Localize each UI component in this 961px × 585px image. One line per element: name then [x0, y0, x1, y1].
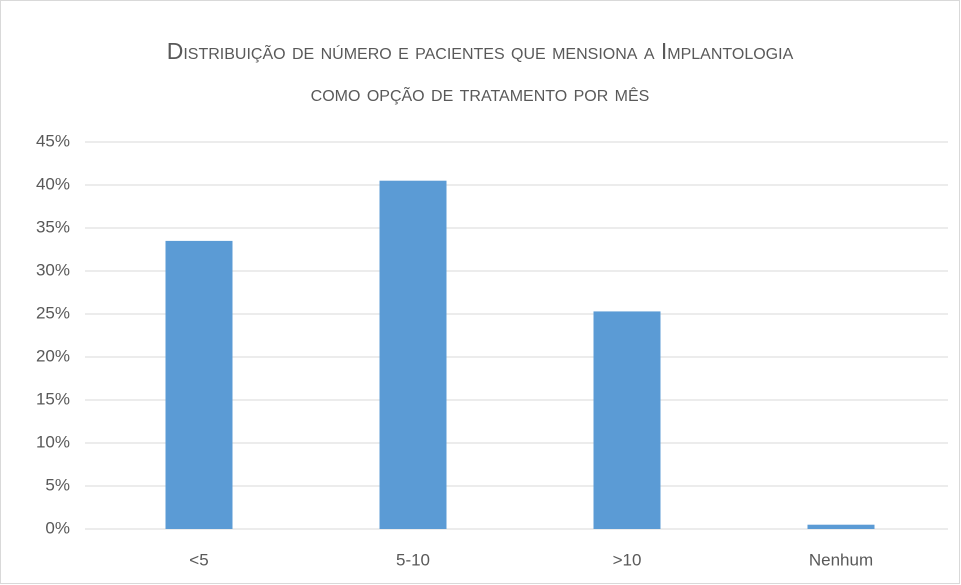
x-tick-label: Nenhum — [809, 550, 873, 569]
y-tick-label: 0% — [45, 518, 70, 537]
x-tick-label: >10 — [613, 550, 642, 569]
y-tick-label: 10% — [36, 432, 70, 451]
y-tick-label: 35% — [36, 217, 70, 236]
chart-title: Distribuição de número e pacientes que m… — [166, 38, 794, 106]
bar — [379, 180, 447, 529]
x-tick-label: <5 — [189, 550, 208, 569]
y-tick-label: 15% — [36, 389, 70, 408]
y-tick-label: 40% — [36, 174, 70, 193]
y-tick-label: 45% — [36, 131, 70, 150]
y-tick-label: 25% — [36, 303, 70, 322]
bar — [807, 524, 875, 529]
y-tick-label: 5% — [45, 475, 70, 494]
x-tick-label: 5-10 — [396, 550, 430, 569]
bar — [165, 240, 233, 529]
y-tick-label: 20% — [36, 346, 70, 365]
y-tick-label: 30% — [36, 260, 70, 279]
bar — [593, 311, 661, 529]
